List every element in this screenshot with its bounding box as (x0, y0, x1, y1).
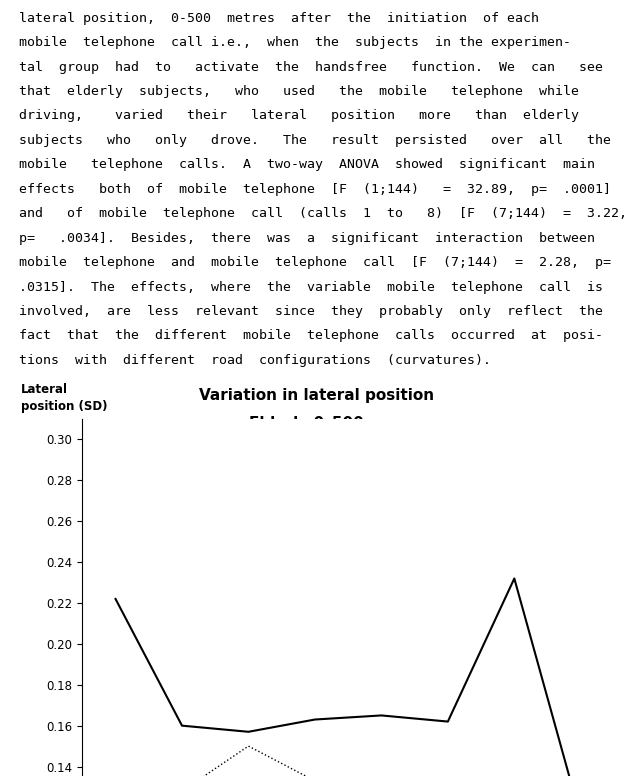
Text: Elderly 0–500 m: Elderly 0–500 m (249, 416, 384, 431)
Text: subjects   who   only   drove.   The   result  persisted   over  all   the: subjects who only drove. The result pers… (19, 133, 611, 147)
Text: effects   both  of  mobile  telephone  [F  (1;144)   =  32.89,  p=  .0001]: effects both of mobile telephone [F (1;1… (19, 183, 611, 196)
Text: that  elderly  subjects,   who   used   the  mobile   telephone  while: that elderly subjects, who used the mobi… (19, 85, 579, 98)
Text: position (SD): position (SD) (21, 400, 108, 413)
Text: mobile   telephone  calls.  A  two-way  ANOVA  showed  significant  main: mobile telephone calls. A two-way ANOVA … (19, 158, 595, 171)
Text: tions  with  different  road  configurations  (curvatures).: tions with different road configurations… (19, 354, 491, 367)
Text: .0315].  The  effects,  where  the  variable  mobile  telephone  call  is: .0315]. The effects, where the variable … (19, 281, 603, 293)
Text: Variation in lateral position: Variation in lateral position (199, 389, 434, 404)
Text: lateral position,  0-500  metres  after  the  initiation  of each: lateral position, 0-500 metres after the… (19, 12, 539, 25)
Text: mobile  telephone  and  mobile  telephone  call  [F  (7;144)  =  2.28,  p=: mobile telephone and mobile telephone ca… (19, 256, 611, 269)
Text: tal  group  had  to   activate  the  handsfree   function.  We  can   see: tal group had to activate the handsfree … (19, 61, 603, 74)
Text: mobile  telephone  call i.e.,  when  the  subjects  in the experimen-: mobile telephone call i.e., when the sub… (19, 36, 571, 49)
Text: involved,  are  less  relevant  since  they  probably  only  reflect  the: involved, are less relevant since they p… (19, 305, 603, 318)
Text: fact  that  the  different  mobile  telephone  calls  occurred  at  posi-: fact that the different mobile telephone… (19, 329, 603, 342)
Text: p=   .0034].  Besides,  there  was  a  significant  interaction  between: p= .0034]. Besides, there was a signific… (19, 231, 595, 244)
Text: Lateral: Lateral (21, 383, 68, 397)
Text: and   of  mobile  telephone  call  (calls  1  to   8)  [F  (7;144)  =  3.22,: and of mobile telephone call (calls 1 to… (19, 207, 627, 220)
Text: driving,    varied   their   lateral   position   more   than  elderly: driving, varied their lateral position m… (19, 109, 579, 123)
